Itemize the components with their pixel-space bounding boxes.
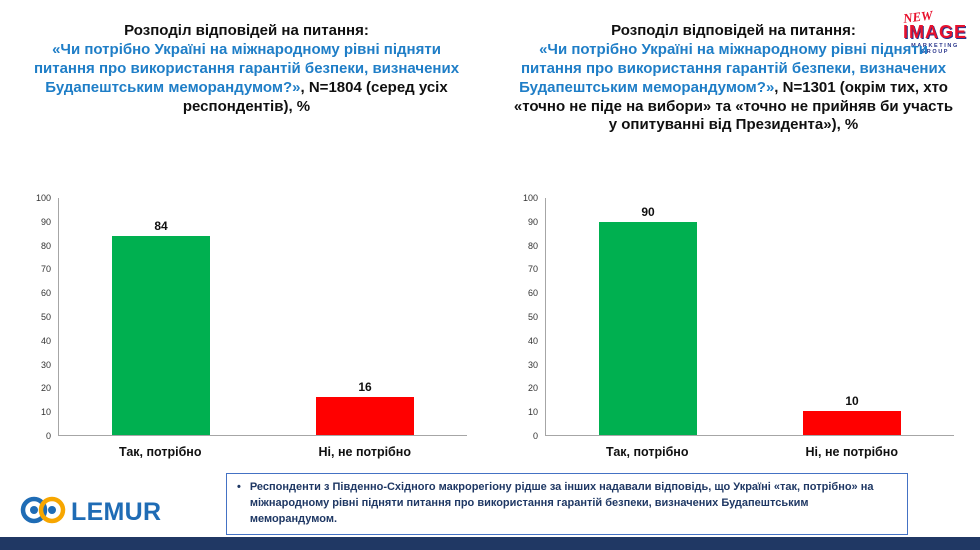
category-label: Так, потрібно — [606, 445, 689, 459]
chart-title-left-suffix: , N=1804 (серед усіх респондентів), % — [182, 78, 448, 115]
y-axis-tick-label: 20 — [40, 383, 51, 394]
plot-area-right-chart: 90 10 — [545, 198, 954, 436]
bar-chart-filtered-respondents: 100 90 80 70 60 50 40 30 20 10 0 90 10 Так, потрібн… — [513, 193, 954, 466]
y-axis-tick-label: 50 — [527, 312, 538, 322]
bar-yes: 84 — [112, 219, 210, 435]
y-axis-tick-label: 90 — [40, 216, 51, 227]
chart-title-left-question: «Чи потрібно Україні на міжнародному рів… — [33, 40, 460, 96]
x-axis-categories-right-chart: Так, потрібно Ні, не потрібно — [545, 436, 954, 466]
chart-title-left: Розподіл відповідей на питання: «Чи потр… — [26, 22, 467, 194]
x-axis-categories-left-chart: Так, потрібно Ні, не потрібно — [58, 436, 467, 466]
y-axis-tick-label: 20 — [527, 383, 538, 394]
footnote-box: • Респонденти з Південно-Східного макрор… — [226, 473, 908, 535]
bar-slot: 16 — [263, 198, 467, 435]
y-axis-tick-label: 30 — [527, 359, 538, 370]
y-axis-tick-label: 90 — [527, 216, 538, 227]
y-axis-tick-label: 10 — [40, 407, 51, 418]
y-axis-tick-label: 30 — [40, 359, 51, 370]
bar-slot: 90 — [546, 198, 750, 435]
bar-slot: 84 — [59, 198, 263, 435]
y-axis-tick-label: 100 — [35, 193, 51, 203]
new-image-logo: NEW IMAGE MARKETING GROUP — [902, 7, 968, 55]
y-axis-tick-label: 0 — [45, 431, 51, 441]
lemur-owl-icon — [20, 493, 66, 532]
charts-row: Розподіл відповідей на питання: «Чи потр… — [26, 22, 954, 466]
footnote-bullet: • — [237, 481, 241, 494]
category-label: Ні, не потрібно — [318, 445, 411, 459]
new-image-logo-marketing-group: MARKETING GROUP — [911, 43, 959, 55]
bar-value-label: 16 — [358, 380, 372, 395]
footnote-text: Респонденти з Південно-Східного макрорег… — [249, 481, 874, 526]
y-axis-tick-label: 0 — [532, 431, 538, 441]
chart-title-right-lead: Розподіл відповідей на питання: — [611, 22, 856, 39]
plot-area-left-chart: 84 16 — [58, 198, 467, 436]
bar-value-label: 84 — [154, 218, 168, 233]
y-axis-tick-label: 60 — [527, 288, 538, 299]
lemur-logo: LEMUR — [20, 493, 161, 532]
y-axis-tick-label: 40 — [40, 335, 51, 346]
y-axis-tick-label: 10 — [527, 407, 538, 418]
y-axis-right-chart: 100 90 80 70 60 50 40 30 20 10 0 — [513, 193, 545, 441]
chart-panel-all-respondents: Розподіл відповідей на питання: «Чи потр… — [26, 22, 467, 466]
chart-title-right-question: «Чи потрібно Україні на міжнародному рів… — [519, 40, 947, 96]
y-axis-tick-label: 100 — [522, 193, 538, 203]
chart-title-right: Розподіл відповідей на питання: «Чи потр… — [513, 22, 954, 194]
y-axis-tick-label: 50 — [40, 312, 51, 322]
bottom-accent-bar — [0, 537, 980, 550]
bar-value-label: 10 — [845, 394, 859, 409]
y-axis-tick-label: 60 — [40, 288, 51, 299]
new-image-logo-image: IMAGE — [902, 22, 967, 42]
y-axis-tick-label: 40 — [527, 335, 538, 346]
category-label: Ні, не потрібно — [805, 445, 898, 459]
y-axis-tick-label: 70 — [40, 264, 51, 275]
lemur-logo-text: LEMUR — [71, 498, 162, 526]
bar-chart-all-respondents: 100 90 80 70 60 50 40 30 20 10 0 84 16 Так, потрібн… — [26, 193, 467, 466]
category-label: Так, потрібно — [119, 445, 202, 459]
y-axis-left-chart: 100 90 80 70 60 50 40 30 20 10 0 — [26, 193, 58, 441]
y-axis-tick-label: 80 — [527, 240, 538, 251]
y-axis-tick-label: 80 — [40, 240, 51, 251]
bar-yes: 90 — [599, 205, 697, 435]
bar-value-label: 90 — [641, 204, 655, 219]
chart-title-left-lead: Розподіл відповідей на питання: — [124, 22, 369, 39]
bar-no: 16 — [316, 380, 414, 435]
bar-no: 10 — [803, 394, 901, 435]
chart-panel-filtered-respondents: Розподіл відповідей на питання: «Чи потр… — [513, 22, 954, 466]
y-axis-tick-label: 70 — [527, 264, 538, 275]
bar-slot: 10 — [750, 198, 954, 435]
chart-title-right-suffix: , N=1301 (окрім тих, хто «точно не піде … — [513, 78, 954, 134]
